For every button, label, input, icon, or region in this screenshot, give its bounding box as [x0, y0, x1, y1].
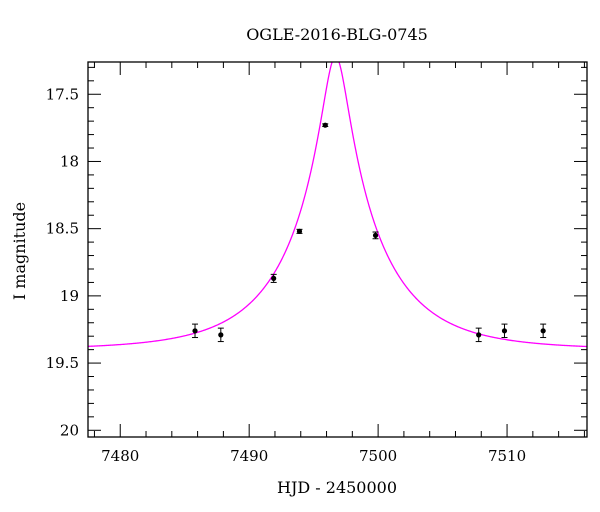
data-point-marker	[218, 332, 224, 338]
x-tick-label: 7510	[488, 447, 526, 465]
y-tick-label: 17.5	[46, 85, 79, 103]
data-point-marker	[322, 122, 328, 128]
chart-title: OGLE-2016-BLG-0745	[246, 25, 428, 44]
data-points	[192, 122, 547, 343]
data-point	[270, 273, 277, 283]
data-point	[217, 327, 224, 343]
x-tick-label: 7500	[359, 447, 397, 465]
data-point-marker	[501, 328, 508, 334]
data-point-marker	[296, 228, 303, 234]
y-tick-label: 19.5	[46, 354, 79, 372]
data-point	[372, 231, 379, 240]
y-tick-label: 20	[60, 421, 79, 439]
data-point-marker	[372, 232, 379, 238]
data-point-marker	[192, 328, 198, 334]
data-point-marker	[476, 332, 482, 338]
data-point-marker	[271, 275, 277, 281]
data-point	[322, 122, 329, 128]
data-point	[296, 228, 303, 234]
data-point	[475, 327, 482, 343]
x-tick-label: 7480	[101, 447, 139, 465]
data-point	[192, 323, 199, 339]
plot-frame	[87, 61, 588, 438]
axis-ticks	[88, 62, 587, 437]
tick-labels: 7480 7490 7500 7510 17.5 18 18.5 19 19.5 20	[46, 85, 527, 465]
y-tick-label: 19	[60, 287, 79, 305]
model-curve	[88, 62, 587, 348]
x-tick-label: 7490	[230, 447, 268, 465]
y-tick-label: 18	[60, 152, 79, 170]
data-point	[501, 323, 508, 339]
y-tick-label: 18.5	[46, 220, 79, 238]
y-axis-label: I magnitude	[10, 202, 29, 300]
x-axis-label: HJD - 2450000	[277, 478, 397, 497]
data-point	[540, 323, 547, 339]
data-point-marker	[540, 328, 546, 334]
